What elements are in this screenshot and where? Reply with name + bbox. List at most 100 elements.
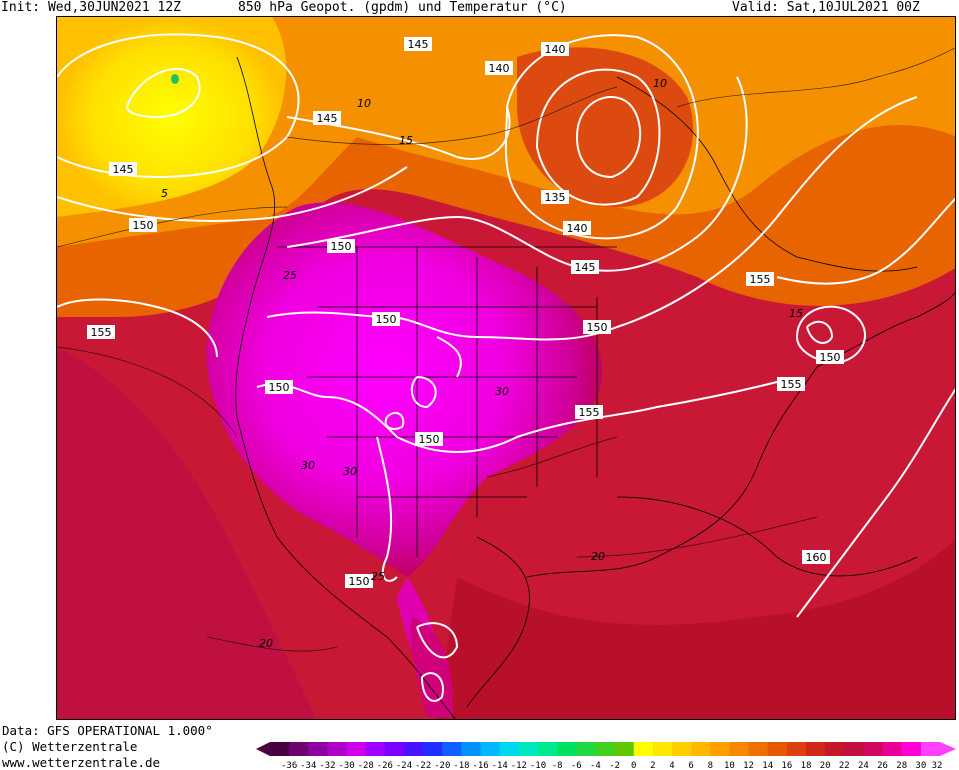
legend-swatch: [327, 742, 348, 756]
legend-swatch: [806, 742, 826, 756]
geopotential-label-5: 145: [113, 163, 134, 176]
temperature-label-4: 5: [161, 187, 168, 200]
legend-tick-label: 2: [650, 761, 655, 770]
legend-tick-label: -2: [609, 761, 620, 770]
legend-tick-label: -14: [492, 761, 508, 770]
legend-tick-label: 4: [669, 761, 674, 770]
legend-tick-label: 28: [896, 761, 907, 770]
legend-swatch: [920, 742, 941, 756]
legend-swatch: [480, 742, 501, 756]
legend-tick-label: 20: [820, 761, 831, 770]
header-bar: Init: Wed,30JUN2021 12Z 850 hPa Geopot. …: [0, 0, 959, 16]
geopotential-label-13: 155: [750, 273, 771, 286]
geopotential-label-20: 150: [349, 575, 370, 588]
legend-swatch: [461, 742, 482, 756]
website-link[interactable]: www.wetterzentrale.de: [2, 755, 161, 770]
color-scale-legend: -36 -34 -32 -30 -28 -26 -24 -22 -20 -18 -16 -14 -12-…: [256, 742, 956, 770]
legend-swatch: [538, 742, 558, 756]
geopotential-label-14: 150: [587, 321, 608, 334]
legend-tick-label: 6: [688, 761, 693, 770]
legend-tick-label: -12: [511, 761, 527, 770]
legend-swatch: [652, 742, 673, 756]
legend-swatch: [289, 742, 309, 756]
chart-title: 850 hPa Geopot. (gpdm) und Temperatur (°…: [238, 0, 567, 15]
legend-tick-label: 0: [631, 761, 636, 770]
legend-swatch: [672, 742, 692, 756]
temperature-label-10: 25: [371, 570, 385, 583]
legend-swatch: [729, 742, 750, 756]
legend-swatch: [518, 742, 539, 756]
valid-time-label: Valid: Sat,10JUL2021 00Z: [732, 0, 920, 15]
geopotential-label-4: 145: [317, 112, 338, 125]
cold-pool-core: [171, 74, 179, 84]
temperature-label-6: 25: [283, 269, 297, 282]
geopotential-label-2: 140: [545, 43, 566, 56]
contour-label: 135: [541, 190, 569, 204]
contour-label: 155: [777, 377, 805, 391]
legend-tick-label: 32: [932, 761, 943, 770]
weather-map: 145 140 140 145 145 135 140 145 150 150 …: [56, 16, 956, 720]
contour-label: 150: [129, 218, 157, 232]
temperature-label-8: 30: [301, 459, 315, 472]
contour-label: 155: [575, 405, 603, 419]
contour-label: 145: [571, 260, 599, 274]
legend-swatch: [442, 742, 462, 756]
geopotential-label-18: 150: [820, 351, 841, 364]
contour-label: 145: [109, 162, 137, 176]
temperature-label-7: 30: [495, 385, 509, 398]
legend-swatch: [710, 742, 730, 756]
geopotential-label-12: 155: [91, 326, 112, 339]
temperature-field-south: [437, 538, 955, 719]
legend-swatch: [901, 742, 922, 756]
geopotential-label-8: 145: [575, 261, 596, 274]
legend-tick-label: -30: [338, 761, 354, 770]
legend-swatch: [767, 742, 788, 756]
legend-tick-label: 18: [801, 761, 812, 770]
contour-label: 160: [802, 550, 830, 564]
geopotential-label-15: 150: [269, 381, 290, 394]
legend-tick-label: -20: [434, 761, 450, 770]
legend-tick-label: -36: [281, 761, 297, 770]
temperature-field-heat-dome: [206, 202, 603, 578]
color-scale-swatches: [256, 742, 956, 756]
legend-swatch: [576, 742, 596, 756]
contour-label: 150: [415, 432, 443, 446]
legend-swatch: [423, 742, 443, 756]
contour-label: 150: [816, 350, 844, 364]
init-time-label: Init: Wed,30JUN2021 12Z: [1, 0, 182, 15]
geopotential-labels: 145 140 140 145 145 135 140 145 150 150 …: [87, 37, 844, 588]
temperature-label-9: 30: [343, 465, 357, 478]
contour-label: 140: [485, 61, 513, 75]
legend-arrow-left: [256, 742, 270, 756]
legend-tick-label: -26: [377, 761, 393, 770]
legend-tick-label: -6: [571, 761, 582, 770]
legend-tick-label: -18: [453, 761, 469, 770]
temperature-labels: 10 10 15 5 15 25 30 30 30 25 20 20: [161, 77, 803, 650]
legend-swatch: [882, 742, 903, 756]
legend-swatch: [346, 742, 367, 756]
geopotential-label-3: 140: [489, 62, 510, 75]
legend-swatch: [633, 742, 654, 756]
contour-label: 150: [327, 239, 355, 253]
legend-tick-label: -16: [472, 761, 488, 770]
temperature-label-5: 15: [789, 307, 803, 320]
legend-arrow-right: [940, 742, 956, 756]
geopotential-label-16: 155: [579, 406, 600, 419]
legend-swatch: [844, 742, 864, 756]
legend-swatch: [595, 742, 616, 756]
contour-label: 150: [265, 380, 293, 394]
legend-swatch: [384, 742, 405, 756]
color-scale-ticks: -36 -34 -32 -30 -28 -26 -24 -22 -20 -18 -16 -14 -12-…: [281, 761, 942, 770]
geopotential-label-19: 150: [419, 433, 440, 446]
legend-tick-label: 8: [708, 761, 713, 770]
temperature-label-1: 10: [357, 97, 371, 110]
legend-swatch: [863, 742, 884, 756]
geopotential-label-9: 150: [133, 219, 154, 232]
legend-swatch: [365, 742, 386, 756]
legend-tick-label: 22: [839, 761, 850, 770]
legend-swatch: [614, 742, 635, 756]
legend-tick-label: -28: [358, 761, 374, 770]
temperature-label-11: 20: [591, 550, 605, 563]
contour-label: 150: [372, 312, 400, 326]
contour-label: 155: [746, 272, 774, 286]
